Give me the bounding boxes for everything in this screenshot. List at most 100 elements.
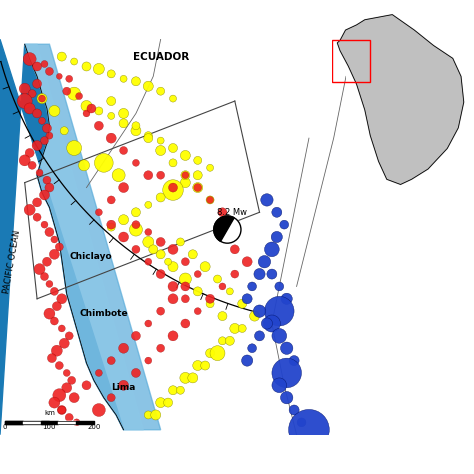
Point [177, 386, 184, 394]
Point [108, 221, 115, 228]
Point [95, 107, 103, 115]
Text: 200: 200 [87, 424, 100, 429]
Point [238, 300, 246, 308]
Point [177, 238, 184, 246]
Point [194, 156, 201, 164]
Point [255, 270, 263, 278]
Point [275, 307, 283, 315]
Point [268, 246, 276, 253]
Point [46, 280, 53, 288]
Point [157, 399, 164, 406]
Point [28, 162, 36, 169]
Point [169, 283, 177, 290]
Point [55, 392, 63, 399]
Point [219, 312, 226, 320]
Point [194, 172, 201, 179]
Polygon shape [337, 15, 464, 184]
Point [243, 357, 251, 365]
Point [263, 196, 271, 204]
Point [194, 184, 201, 191]
Point [169, 184, 177, 191]
Point [268, 270, 276, 278]
Point [145, 258, 152, 265]
Point [108, 357, 115, 365]
Point [36, 265, 43, 273]
Point [145, 228, 152, 236]
Point [182, 152, 189, 159]
Point [182, 275, 189, 283]
Point [243, 295, 251, 302]
Point [182, 295, 189, 302]
Point [38, 95, 46, 102]
Point [108, 70, 115, 78]
Text: Lima: Lima [111, 383, 136, 392]
Point [55, 362, 63, 369]
Point [82, 63, 90, 70]
Point [132, 127, 140, 135]
Point [248, 345, 256, 352]
Point [95, 122, 103, 129]
Point [290, 406, 298, 414]
Point [43, 125, 51, 132]
Point [283, 394, 291, 401]
Point [157, 194, 164, 201]
Point [132, 246, 140, 253]
Text: ECUADOR: ECUADOR [133, 52, 189, 62]
Point [157, 87, 164, 95]
Point [283, 295, 291, 302]
Text: 8.2 Mw: 8.2 Mw [218, 208, 247, 217]
Point [157, 137, 164, 145]
Point [169, 246, 177, 253]
Point [95, 209, 103, 216]
Point [145, 132, 152, 139]
Point [194, 184, 201, 191]
Point [108, 112, 115, 120]
Point [157, 270, 164, 278]
Point [51, 107, 58, 115]
Point [33, 80, 41, 88]
Point [275, 332, 283, 340]
Point [65, 414, 73, 421]
Point [243, 258, 251, 265]
Text: Chimbote: Chimbote [79, 309, 128, 318]
Point [194, 288, 201, 295]
Point [206, 295, 214, 302]
Point [219, 233, 226, 241]
Point [61, 339, 68, 347]
Point [70, 394, 78, 401]
Point [206, 196, 214, 204]
Text: km: km [44, 410, 55, 417]
Point [58, 406, 65, 414]
Point [206, 349, 214, 357]
Point [157, 238, 164, 246]
Point [70, 90, 78, 98]
Point [189, 374, 197, 382]
Point [145, 357, 152, 365]
Point [145, 82, 152, 90]
Point [46, 310, 53, 318]
Point [182, 172, 189, 179]
Point [182, 258, 189, 265]
Point [255, 307, 263, 315]
Point [41, 60, 48, 68]
Point [70, 144, 78, 152]
Point [120, 382, 128, 389]
Polygon shape [0, 39, 124, 435]
Point [226, 288, 234, 295]
Point [132, 369, 140, 377]
Point [145, 238, 152, 246]
Point [194, 307, 201, 315]
Point [145, 201, 152, 209]
Point [273, 233, 281, 241]
Point [46, 68, 53, 75]
Point [189, 251, 197, 258]
Point [33, 199, 41, 206]
Point [132, 226, 140, 233]
Point [61, 127, 68, 135]
Point [182, 374, 189, 382]
Point [305, 426, 313, 434]
Point [46, 132, 53, 139]
Point [21, 85, 28, 92]
Point [120, 345, 128, 352]
Point [48, 355, 55, 362]
